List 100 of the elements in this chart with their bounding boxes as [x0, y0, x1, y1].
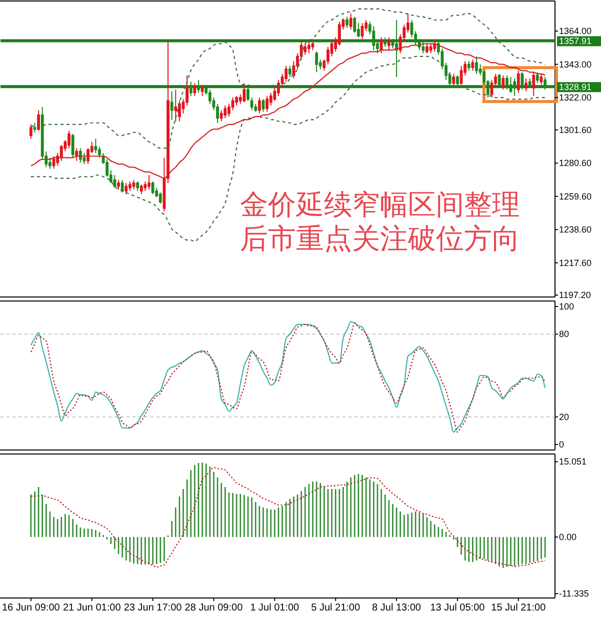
candlestick — [148, 174, 150, 190]
candlestick — [387, 36, 390, 51]
candlestick — [372, 26, 376, 51]
candlestick — [170, 90, 174, 120]
candlestick — [353, 16, 356, 34]
y-tick-label: 1322.00 — [559, 92, 592, 103]
y-tick-label: 100 — [559, 302, 574, 312]
annotation: 金价延续窄幅区间整理 — [240, 188, 520, 222]
candlestick — [288, 65, 292, 78]
candlestick — [315, 51, 318, 73]
x-tick-label: 23 Jun 17:00 — [124, 602, 182, 614]
candlestick — [349, 13, 352, 30]
candlestick — [395, 19, 398, 78]
candlestick — [124, 182, 128, 195]
candlestick — [52, 156, 56, 170]
candlestick — [513, 78, 516, 96]
annotation: 后市重点关注破位方向 — [240, 222, 520, 256]
candlestick — [266, 95, 268, 112]
candlestick — [544, 76, 547, 90]
y-tick-label: 0 — [559, 439, 564, 450]
candlestick — [422, 42, 425, 54]
y-tick-label: -11.335 — [559, 588, 589, 599]
candlestick — [516, 70, 520, 94]
candlestick — [75, 148, 78, 162]
y-tick-label: 1217.60 — [559, 258, 592, 268]
candlestick — [262, 98, 265, 112]
candlestick — [460, 65, 463, 86]
candlestick — [456, 74, 459, 87]
line-series — [30, 466, 546, 568]
candlestick — [475, 56, 478, 74]
candlestick — [532, 72, 536, 96]
candlestick — [60, 144, 63, 162]
candlestick — [37, 110, 40, 132]
candlestick — [140, 184, 143, 195]
candlestick — [520, 72, 524, 90]
candlestick — [220, 110, 223, 122]
candlestick — [384, 36, 387, 48]
y-tick-label: 80 — [559, 329, 570, 340]
x-tick-label: 1 Jul 01:00 — [250, 602, 300, 614]
x-tick-label: 5 Jul 21:00 — [311, 602, 360, 614]
candlestick — [524, 78, 528, 92]
candlestick — [471, 59, 474, 72]
candlestick — [346, 16, 348, 28]
candlestick — [117, 179, 120, 190]
y-tick-label: 1280.60 — [559, 158, 592, 168]
candlestick — [536, 72, 539, 84]
y-tick-label: 1301.60 — [559, 124, 592, 135]
y-tick-label: 15.051 — [559, 456, 587, 467]
candlestick — [33, 122, 36, 133]
candlestick — [498, 73, 501, 89]
candlestick — [200, 84, 204, 96]
y-tick-label: 20 — [559, 412, 570, 422]
candlestick — [284, 65, 288, 82]
line-series — [30, 8, 546, 149]
y-tick-label: 1238.60 — [559, 224, 592, 235]
candlestick — [197, 80, 200, 94]
candlestick — [82, 152, 86, 165]
x-tick-label: 16 Jun 09:00 — [2, 602, 60, 614]
candlestick — [506, 74, 508, 90]
y-tick-label: 1197.20 — [559, 290, 591, 300]
candlestick — [71, 133, 74, 158]
candlestick — [360, 22, 364, 40]
candlestick — [304, 43, 307, 56]
x-tick-label: 15 Jul 21:00 — [491, 602, 546, 614]
ref-line-label: 1328.91 — [559, 82, 592, 92]
candlestick — [174, 89, 178, 122]
candlestick — [540, 73, 543, 86]
candlestick — [242, 82, 246, 103]
candlestick — [311, 42, 314, 51]
y-tick-label: 1343.00 — [559, 59, 592, 70]
y-tick-label: 0.00 — [559, 532, 577, 542]
candlestick — [68, 130, 70, 149]
candlestick — [94, 138, 98, 154]
candlestick — [224, 104, 227, 119]
candlestick — [29, 124, 32, 140]
candlestick — [235, 95, 238, 106]
ref-line-label: 1357.91 — [559, 36, 592, 46]
candlestick — [528, 78, 532, 89]
candlestick — [502, 74, 505, 90]
y-tick-label: 1364.00 — [559, 26, 592, 36]
candlestick — [250, 97, 254, 111]
candlestick — [246, 86, 250, 102]
candlestick — [307, 42, 310, 54]
x-tick-label: 8 Jul 13:00 — [372, 602, 422, 614]
candlestick — [426, 43, 428, 54]
candlestick — [78, 148, 82, 163]
x-tick-label: 21 Jun 01:00 — [62, 602, 122, 614]
candlestick — [151, 180, 154, 195]
x-tick-label: 28 Jun 09:00 — [184, 602, 244, 614]
candlestick — [189, 81, 192, 96]
candlestick — [509, 76, 512, 94]
candlestick — [193, 82, 196, 96]
x-tick-label: 13 Jul 05:00 — [430, 602, 486, 614]
candlestick — [429, 43, 432, 54]
candlestick — [113, 174, 116, 188]
line-series — [30, 43, 546, 179]
y-tick-label: 1259.60 — [559, 191, 592, 202]
candlestick — [467, 60, 470, 72]
candlestick — [132, 179, 136, 190]
candlestick — [128, 180, 132, 192]
